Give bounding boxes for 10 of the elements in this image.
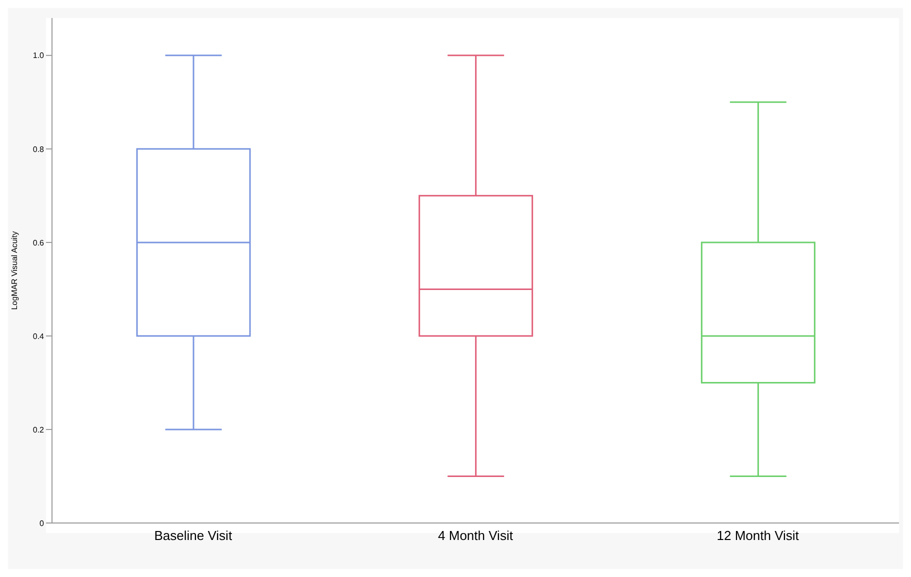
y-tick-label: 0.4 <box>32 332 45 341</box>
x-tick-label: 12 Month Visit <box>716 528 800 544</box>
y-tick-label: 0.6 <box>32 238 45 248</box>
y-tick-label: 0 <box>40 518 45 528</box>
x-tick-label: 4 Month Visit <box>438 528 514 544</box>
x-tick-label: Baseline Visit <box>154 528 232 544</box>
y-tick-label: 1.0 <box>32 51 45 60</box>
y-axis-title: LogMAR Visual Acuity <box>10 231 19 310</box>
y-tick-label: 0.8 <box>32 144 45 154</box>
y-tick-label: 0.2 <box>32 425 45 434</box>
